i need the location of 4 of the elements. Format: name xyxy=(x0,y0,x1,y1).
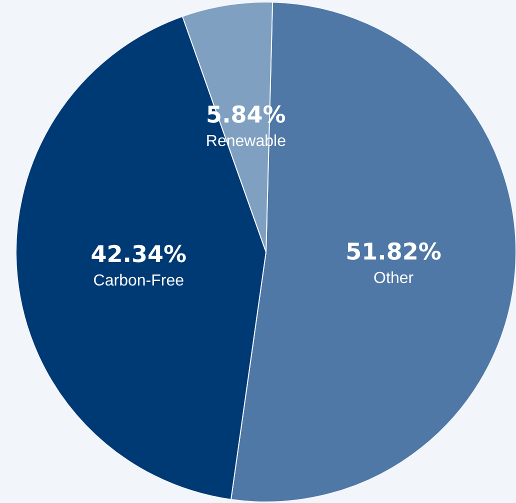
slice-label: Other xyxy=(374,270,414,288)
data-label: 42.34% xyxy=(90,242,187,268)
slice-label: Carbon-Free xyxy=(93,272,184,290)
data-label: 51.82% xyxy=(346,240,442,266)
